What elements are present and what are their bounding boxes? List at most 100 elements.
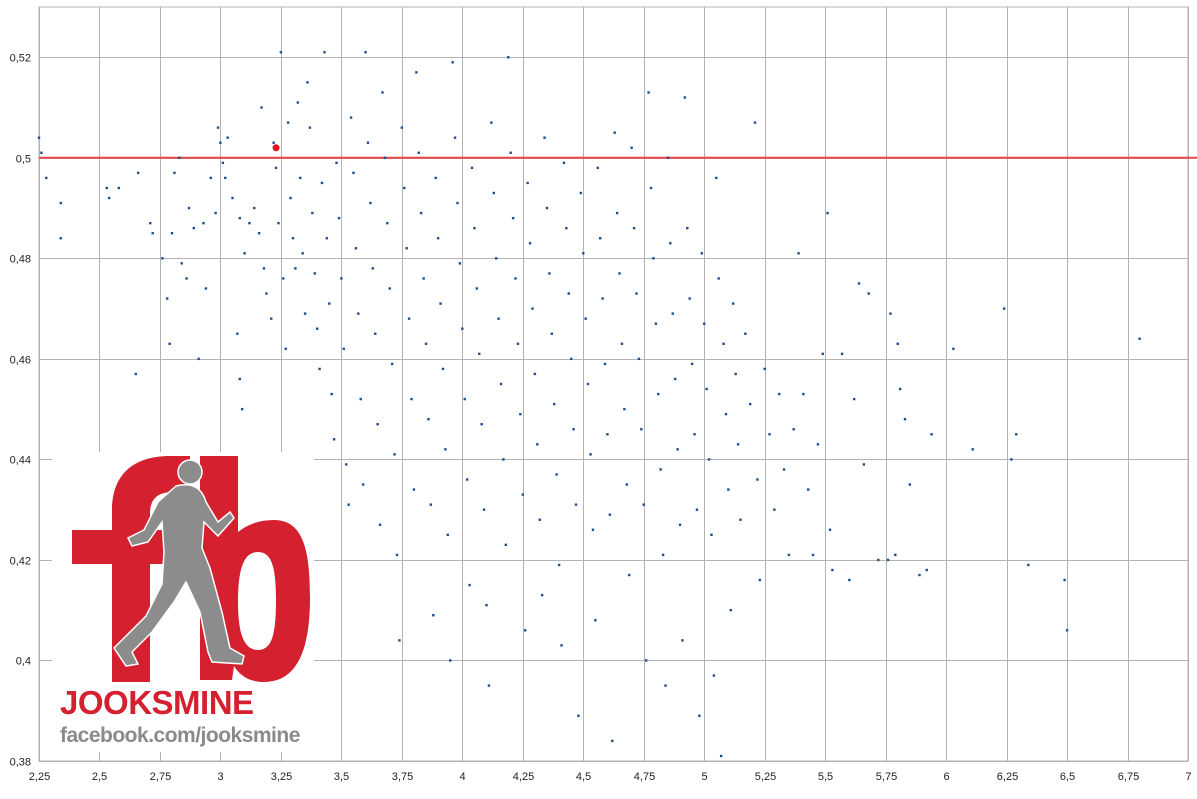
data-point <box>221 161 225 165</box>
data-point <box>526 181 529 185</box>
x-tick-label: 5,5 <box>818 771 833 783</box>
data-point <box>903 417 907 421</box>
data-point <box>323 51 326 54</box>
data-point <box>465 478 469 481</box>
data-point <box>149 221 152 225</box>
data-point <box>603 362 607 366</box>
data-point <box>238 377 241 381</box>
y-tick-label: 0,48 <box>10 254 31 266</box>
data-point <box>918 573 921 577</box>
data-point <box>299 176 302 180</box>
data-point <box>509 151 512 154</box>
data-point <box>436 237 440 240</box>
data-point <box>349 116 353 119</box>
data-point <box>303 312 307 315</box>
data-point <box>248 221 251 225</box>
x-tick-label: 2,5 <box>92 771 107 783</box>
x-tick-label: 4,75 <box>634 771 655 783</box>
data-point <box>826 211 829 215</box>
data-point <box>456 201 459 205</box>
data-point <box>105 186 108 190</box>
data-point <box>59 237 62 240</box>
data-point <box>681 639 684 642</box>
data-point <box>403 186 406 190</box>
data-point <box>787 553 791 557</box>
data-point <box>277 221 280 225</box>
data-point <box>925 568 928 572</box>
data-point <box>192 226 196 230</box>
data-point <box>136 171 140 175</box>
data-point <box>219 141 222 144</box>
brand-name: JOOKSMINE <box>60 684 254 721</box>
data-point <box>671 312 674 315</box>
data-point <box>439 302 442 305</box>
data-point <box>328 302 331 305</box>
data-point <box>494 257 498 260</box>
data-point <box>320 181 324 185</box>
data-point <box>224 176 227 180</box>
data-point <box>386 221 389 225</box>
data-point <box>734 372 737 376</box>
data-point <box>260 106 263 109</box>
data-point <box>807 488 810 491</box>
data-point <box>507 56 510 59</box>
data-point <box>652 257 655 260</box>
x-tick-label: 3,25 <box>271 771 292 783</box>
data-point <box>395 553 399 557</box>
data-point <box>623 407 626 411</box>
data-point <box>376 423 379 426</box>
data-point <box>238 216 241 220</box>
data-point <box>620 342 624 345</box>
data-point <box>412 488 416 491</box>
data-point <box>615 211 619 215</box>
data-point <box>1063 578 1066 582</box>
data-point <box>330 392 333 396</box>
data-point <box>301 252 304 255</box>
data-point <box>852 397 856 401</box>
data-point <box>608 513 612 516</box>
x-tick-label: 3,75 <box>392 771 413 783</box>
data-point <box>683 96 687 99</box>
data-point <box>802 392 805 396</box>
data-point <box>533 372 537 376</box>
data-point <box>698 714 701 717</box>
data-point <box>236 332 239 335</box>
data-point <box>388 287 391 290</box>
data-point <box>797 252 800 255</box>
data-point <box>378 523 382 526</box>
x-tick-label: 7 <box>1185 771 1191 783</box>
data-point <box>180 262 183 265</box>
x-tick-label: 4,25 <box>513 771 534 783</box>
x-tick-label: 4 <box>459 771 465 783</box>
data-point <box>579 191 583 195</box>
data-point <box>654 322 658 325</box>
data-point <box>729 609 733 612</box>
y-tick-label: 0,5 <box>16 154 31 166</box>
data-point <box>693 433 696 436</box>
data-point <box>434 176 437 180</box>
data-point <box>543 136 546 139</box>
x-tick-label: 2,25 <box>29 771 50 783</box>
data-point <box>366 141 370 144</box>
data-point <box>274 166 278 170</box>
data-point <box>637 357 641 361</box>
data-point <box>468 583 471 587</box>
data-point <box>429 503 433 506</box>
data-point <box>598 237 602 240</box>
data-point <box>821 352 824 356</box>
data-point <box>296 101 300 104</box>
data-point <box>511 216 515 220</box>
data-point <box>572 428 575 431</box>
data-point <box>712 674 716 677</box>
data-point <box>831 568 834 572</box>
data-point <box>441 367 445 371</box>
data-point <box>758 578 762 582</box>
data-point <box>569 357 573 361</box>
data-point <box>294 267 297 270</box>
x-tick-label: 6 <box>943 771 949 783</box>
data-point <box>744 332 747 335</box>
data-point <box>107 196 111 200</box>
data-point <box>811 553 815 557</box>
data-point <box>555 473 558 476</box>
data-point <box>253 206 256 210</box>
